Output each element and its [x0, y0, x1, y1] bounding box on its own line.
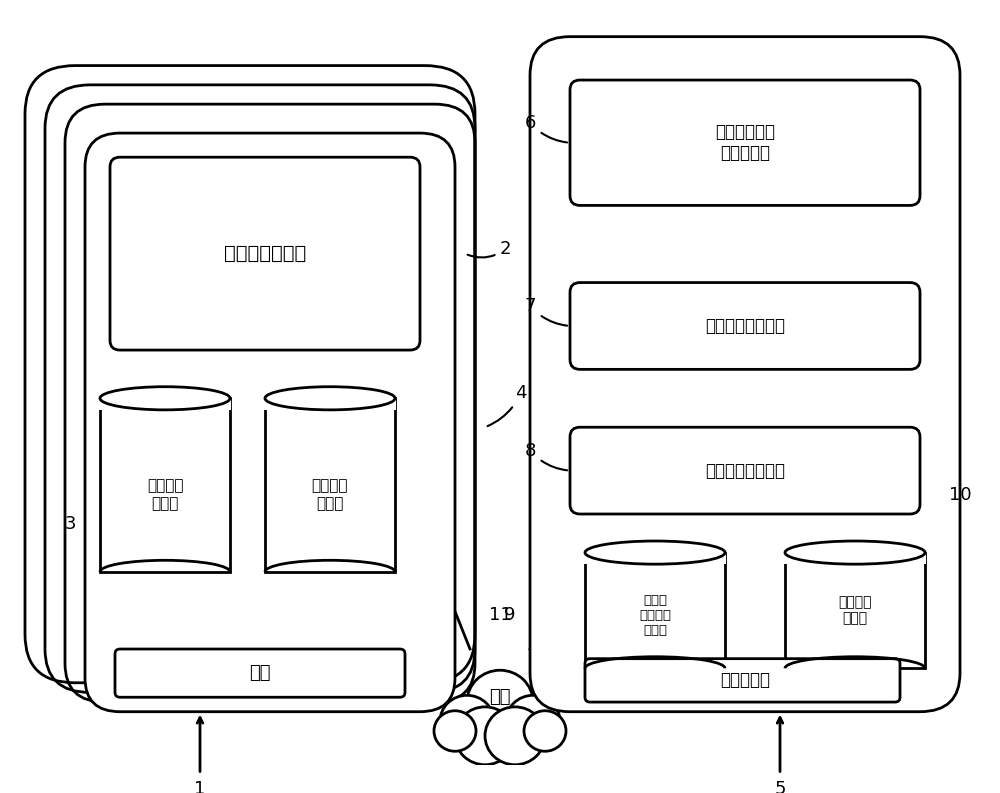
Text: 检查所见
数据库: 检查所见 数据库: [312, 478, 348, 511]
FancyBboxPatch shape: [570, 80, 920, 205]
FancyBboxPatch shape: [570, 427, 920, 514]
Text: 5: 5: [774, 780, 786, 793]
Circle shape: [455, 707, 515, 764]
Bar: [784, 540, 926, 564]
FancyBboxPatch shape: [85, 133, 455, 711]
Ellipse shape: [585, 541, 725, 564]
Circle shape: [467, 670, 533, 734]
Text: 8: 8: [525, 442, 567, 470]
Bar: [265, 398, 395, 572]
Text: 3: 3: [64, 515, 76, 533]
Text: 先进可视化系统: 先进可视化系统: [224, 244, 306, 263]
Ellipse shape: [100, 387, 230, 410]
Circle shape: [440, 695, 494, 747]
Text: 9: 9: [504, 607, 516, 624]
Text: 11: 11: [489, 607, 511, 624]
Text: 检查所见存储
和检索服务: 检查所见存储 和检索服务: [715, 124, 775, 162]
Bar: [585, 553, 725, 668]
Text: 检查所见再现服务: 检查所见再现服务: [705, 462, 785, 480]
Bar: [785, 553, 925, 668]
Text: 医疗图像
存储器: 医疗图像 存储器: [147, 478, 183, 511]
FancyBboxPatch shape: [585, 659, 900, 702]
Bar: [584, 540, 726, 564]
Ellipse shape: [785, 541, 925, 564]
Text: 网络: 网络: [489, 688, 511, 707]
Text: 医院: 医院: [249, 664, 271, 682]
Circle shape: [524, 711, 566, 751]
Text: 检查所见
数据库: 检查所见 数据库: [838, 596, 872, 626]
FancyBboxPatch shape: [570, 282, 920, 370]
Bar: [99, 385, 231, 410]
FancyBboxPatch shape: [530, 36, 960, 711]
Circle shape: [434, 711, 476, 751]
FancyBboxPatch shape: [115, 649, 405, 697]
Text: 4: 4: [488, 385, 526, 426]
Ellipse shape: [265, 387, 395, 410]
Text: 6: 6: [525, 114, 567, 143]
FancyBboxPatch shape: [110, 157, 420, 350]
Text: 1: 1: [194, 780, 206, 793]
Text: 2: 2: [468, 239, 512, 258]
Text: 代表性
医疗图像
存储器: 代表性 医疗图像 存储器: [639, 594, 671, 637]
Circle shape: [506, 695, 560, 747]
Bar: [100, 398, 230, 572]
Text: 检查所见配准服务: 检查所见配准服务: [705, 317, 785, 335]
Circle shape: [485, 707, 545, 764]
Text: 7: 7: [525, 297, 567, 326]
Text: 中心资料库: 中心资料库: [720, 672, 770, 689]
Bar: [264, 385, 396, 410]
Text: 10: 10: [949, 486, 971, 504]
